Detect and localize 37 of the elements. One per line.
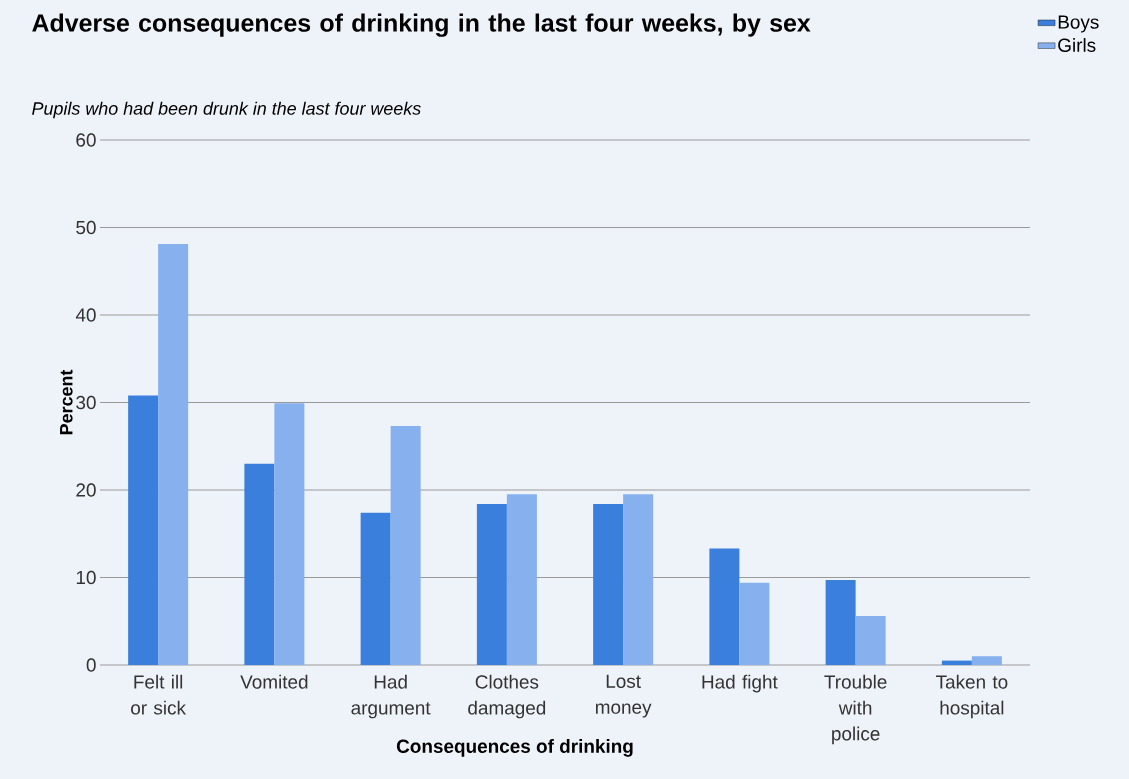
bar [825,580,856,665]
y-tick-label: 30 [76,395,96,410]
x-tick-label: Felt ill or sick [131,674,187,715]
x-tick-label: Trouble with police [824,674,887,745]
bar [709,548,740,665]
bar [855,615,886,665]
x-tick-label: Lost money [595,674,652,718]
bar [623,494,654,665]
y-tick-label: 60 [76,133,96,147]
bar [158,244,189,665]
bar [941,660,972,665]
y-axis-title: Percent [60,369,73,435]
y-tick-label: 0 [86,658,96,672]
bar [971,656,1002,665]
bar [739,582,770,665]
legend-label: Girls [1058,38,1096,52]
y-tick-label: 10 [76,570,96,585]
bar [593,503,624,665]
bar [390,426,421,665]
bar [244,463,275,665]
y-tick-label: 40 [75,308,96,322]
x-tick-label: Clothes damaged [468,674,546,719]
x-tick-label: Vomited [240,674,308,689]
bar [506,494,537,665]
chart-title: Adverse consequences of drinking in the last four weeks, by sex [32,13,811,37]
bar [360,512,391,665]
x-axis-title: Consequences of drinking [396,739,633,757]
bar [274,403,305,665]
legend-label: Boys [1058,15,1099,33]
bar [476,503,507,665]
x-tick-label: Taken to hospital [936,674,1008,719]
chart-subtitle: Pupils who had been drunk in the last four weeks [32,101,421,119]
y-tick-label: 50 [76,220,96,235]
y-tick-label: 20 [76,483,96,497]
x-tick-label: Had fight [702,674,778,693]
bar [128,395,159,665]
x-tick-label: Had argument [351,674,431,719]
